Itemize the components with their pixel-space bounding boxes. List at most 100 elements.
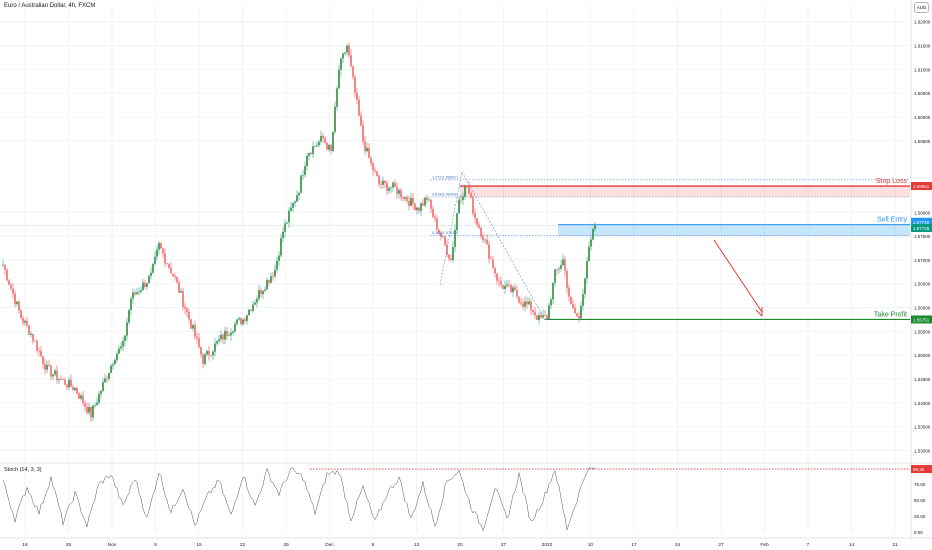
candle-body xyxy=(34,340,36,342)
candle-body xyxy=(56,370,58,381)
candle-body xyxy=(216,341,218,344)
candle-body xyxy=(420,203,422,211)
candle-body xyxy=(396,186,398,194)
candle-body xyxy=(442,236,444,238)
candle-body xyxy=(296,195,298,202)
price-tick: 1.58000 xyxy=(914,210,931,215)
candle-body xyxy=(36,340,38,351)
time-label: 15 xyxy=(196,542,202,548)
candle-body xyxy=(360,115,362,126)
candle-body xyxy=(4,264,6,270)
candle-body xyxy=(584,278,586,295)
candle-body xyxy=(414,203,416,210)
candle-body xyxy=(158,243,160,250)
candle-body xyxy=(168,264,170,268)
annotations: Stop Loss Sell Entry Take Profit 1.272(1.58… xyxy=(432,171,907,321)
candle-body xyxy=(170,267,172,274)
candle-body xyxy=(140,290,142,292)
candle-body xyxy=(148,275,150,284)
candle-body xyxy=(376,171,378,176)
candle-body xyxy=(566,271,568,288)
candle-body xyxy=(188,312,190,320)
candle-body xyxy=(344,52,346,54)
candle-body xyxy=(98,393,100,403)
candlestick-series xyxy=(2,41,596,422)
candle-body xyxy=(144,282,146,287)
candle-body xyxy=(276,260,278,270)
price-tick: 1.60500 xyxy=(914,91,931,96)
candle-body xyxy=(436,218,438,230)
candle-body xyxy=(242,319,244,325)
grid xyxy=(0,5,910,532)
candle-body xyxy=(214,343,216,352)
candle-body xyxy=(186,308,188,313)
candle-body xyxy=(418,207,420,211)
time-label: 24 xyxy=(675,542,681,548)
candle-body xyxy=(342,53,344,59)
candle-body xyxy=(224,331,226,340)
candle-body xyxy=(524,301,526,307)
candle-body xyxy=(284,223,286,232)
candle-body xyxy=(82,395,84,404)
candle-body xyxy=(260,290,262,295)
candle-body xyxy=(218,339,220,342)
candle-body xyxy=(536,315,538,321)
candle-body xyxy=(246,315,248,321)
candle-body xyxy=(38,350,40,352)
price-tick: 1.54000 xyxy=(914,401,931,406)
candle-body xyxy=(164,253,166,264)
candle-body xyxy=(222,334,224,340)
candle-body xyxy=(516,290,518,297)
candle-body xyxy=(104,378,106,383)
candle-body xyxy=(44,363,46,370)
candle-body xyxy=(234,323,236,332)
candle-body xyxy=(68,379,70,388)
sell-entry-price-tag: 1.57740 xyxy=(913,220,930,225)
time-label: 6 xyxy=(372,542,375,548)
candle-body xyxy=(54,370,56,375)
candle-body xyxy=(448,254,450,259)
candle-body xyxy=(350,55,352,67)
candle-body xyxy=(320,135,322,142)
candle-body xyxy=(554,269,556,283)
candle-body xyxy=(424,197,426,206)
candle-body xyxy=(52,374,54,377)
candle-body xyxy=(80,395,82,399)
candle-body xyxy=(154,256,156,264)
candle-body xyxy=(562,259,564,266)
candle-body xyxy=(318,141,320,146)
time-label: Nov xyxy=(108,542,117,548)
candle-body xyxy=(30,333,32,335)
currency-button[interactable]: AUD xyxy=(914,2,929,13)
candle-body xyxy=(96,402,98,406)
time-label: 2022 xyxy=(542,542,553,548)
price-tick: 1.56000 xyxy=(914,306,931,311)
candle-body xyxy=(378,175,380,184)
candle-body xyxy=(550,299,552,306)
candle-body xyxy=(504,285,506,289)
candle-body xyxy=(206,351,208,355)
candle-body xyxy=(526,301,528,305)
candle-body xyxy=(176,277,178,283)
candle-body xyxy=(346,45,348,53)
time-label: 7 xyxy=(807,542,810,548)
fib-label: 1.272(1.58667) xyxy=(432,175,458,179)
candle-body xyxy=(310,152,312,155)
sell-entry-label: Sell Entry xyxy=(877,217,907,224)
sell-arrow-head xyxy=(755,307,763,317)
candle-body xyxy=(474,213,476,219)
candle-body xyxy=(198,338,200,348)
candle-body xyxy=(340,58,342,70)
candle-body xyxy=(178,282,180,293)
candle-body xyxy=(128,309,130,323)
price-tick: 1.57000 xyxy=(914,258,931,263)
candle-body xyxy=(136,292,138,295)
candle-body xyxy=(336,88,338,107)
candle-body xyxy=(328,144,330,150)
candle-body xyxy=(582,294,584,306)
candle-body xyxy=(594,225,596,230)
candle-body xyxy=(236,319,238,324)
candle-body xyxy=(398,190,400,194)
